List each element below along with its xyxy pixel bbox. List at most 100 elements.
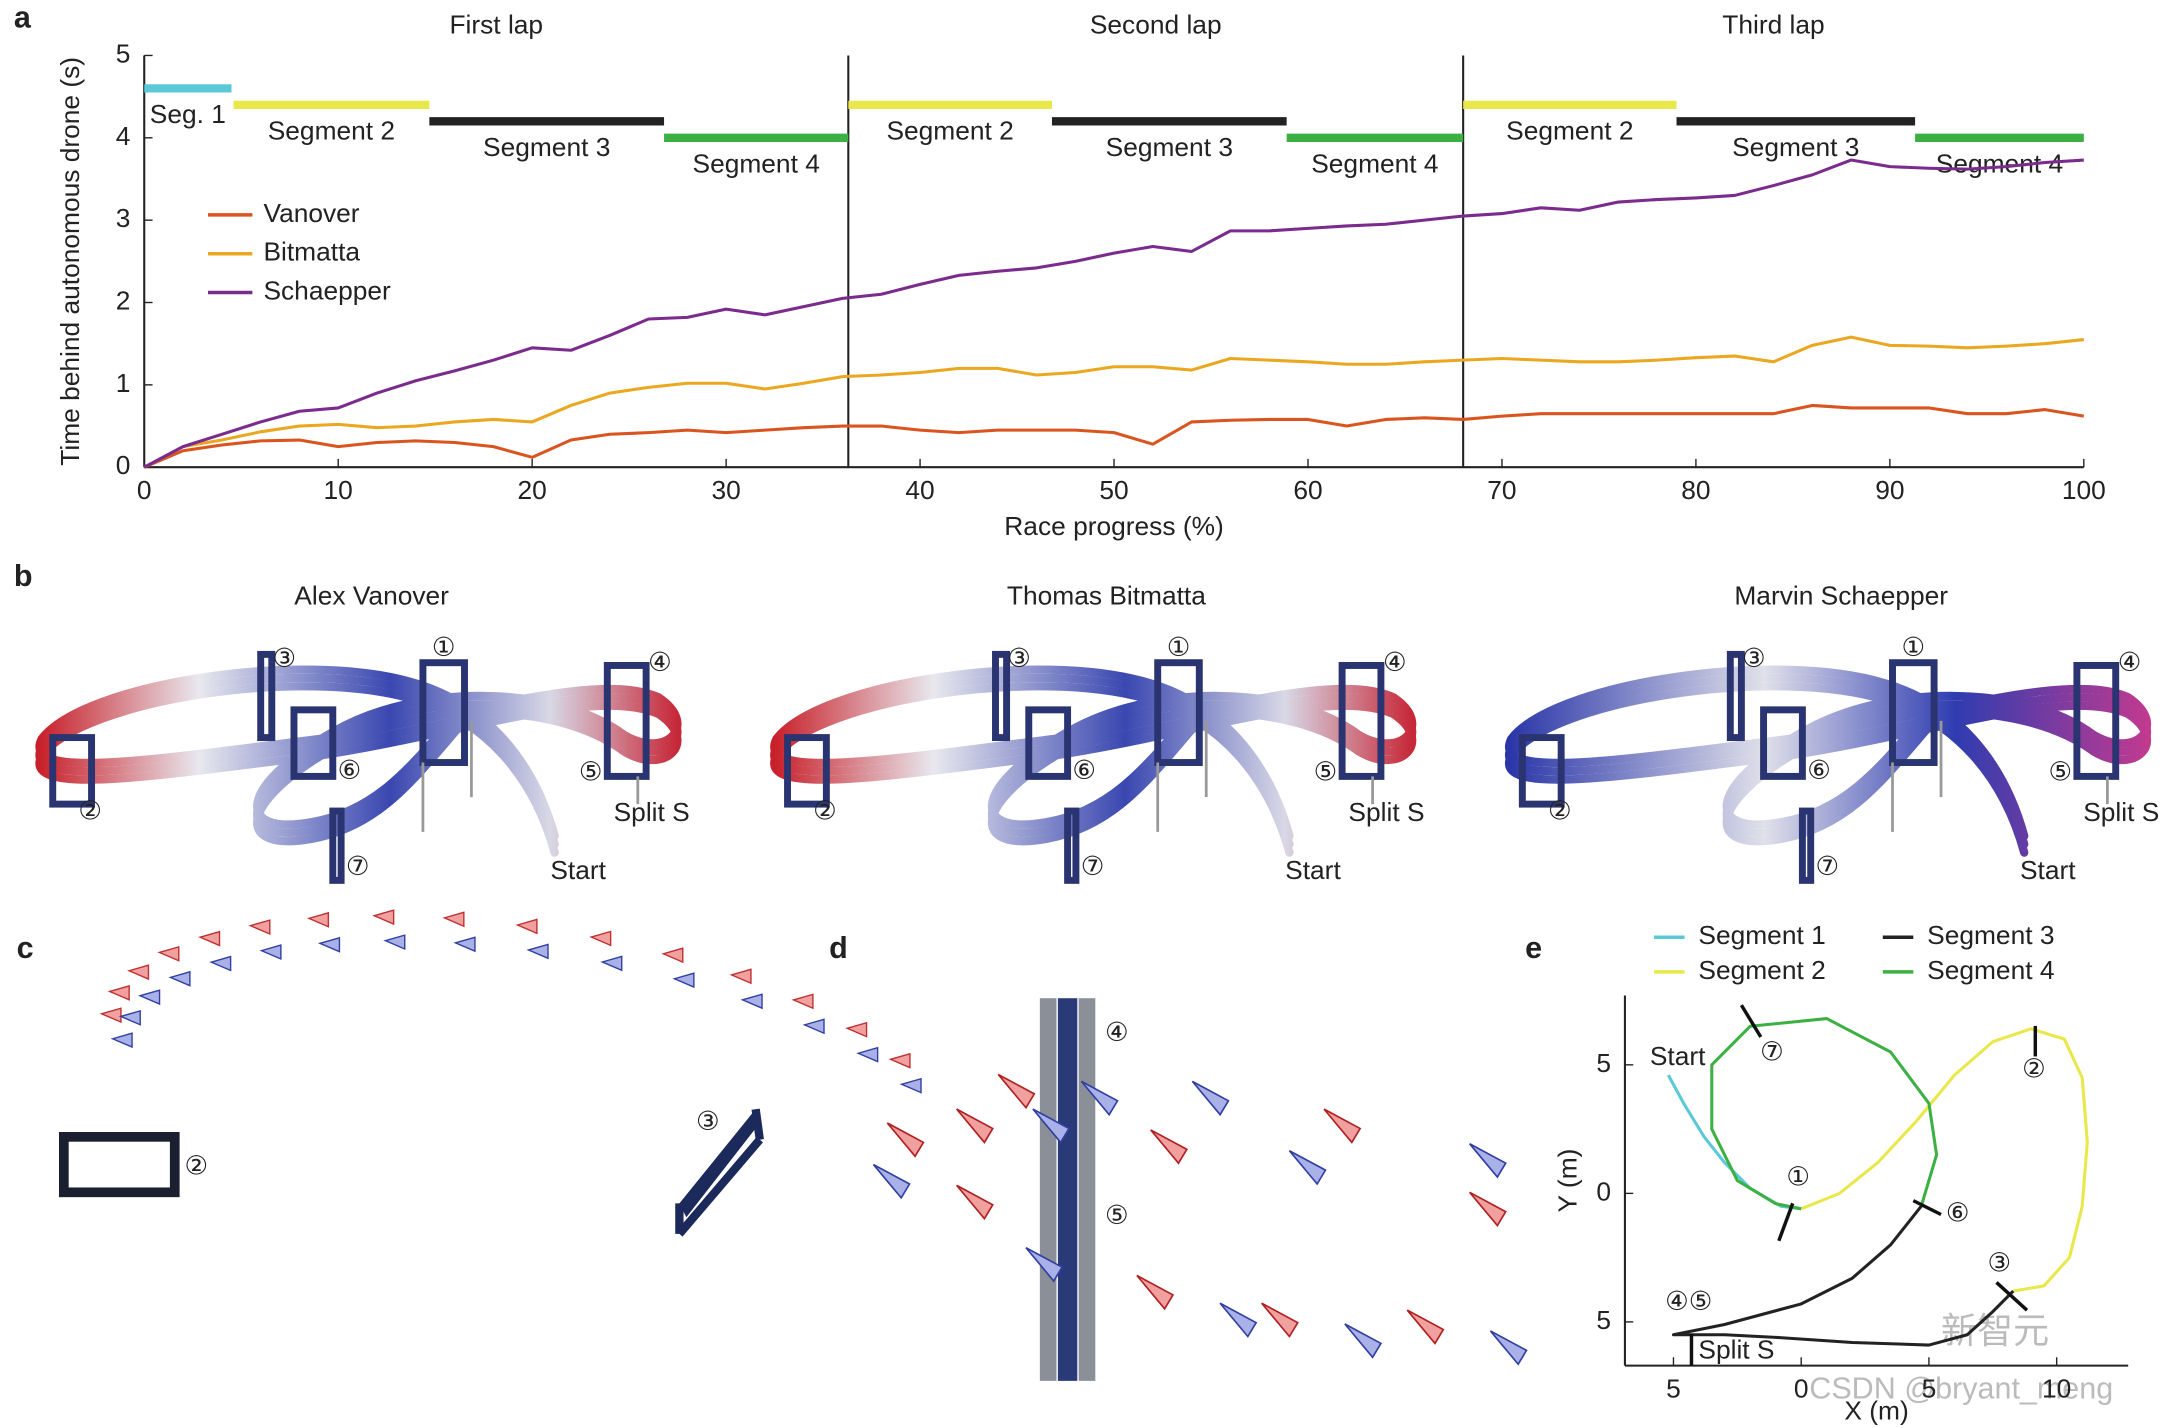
gate	[1057, 998, 1078, 1381]
drone-red	[1469, 1191, 1507, 1228]
gate	[1889, 659, 1938, 766]
drone-blue	[856, 1046, 879, 1063]
view-label: ③	[272, 643, 296, 673]
x-tick-label: 80	[1681, 475, 1710, 505]
drone-blue	[872, 1163, 911, 1200]
view-label: ④	[1383, 647, 1407, 677]
segment-label: Segment 3	[483, 132, 610, 162]
x-axis-label: Race progress (%)	[1004, 511, 1223, 541]
annotation: ①	[1786, 1161, 1810, 1191]
y-tick-label: 5	[1596, 1305, 1611, 1335]
x-tick-label: 10	[2042, 1374, 2071, 1404]
annotation: ②	[2022, 1053, 2046, 1083]
segment-label: Segment 4	[693, 148, 820, 178]
drone-red	[1406, 1309, 1445, 1345]
y-tick-label: 5	[1596, 1048, 1611, 1078]
gate-marker	[1739, 1004, 1763, 1038]
y-tick-label: 0	[116, 450, 131, 480]
view-title: Thomas Bitmatta	[1007, 580, 1206, 610]
drone-red	[997, 1073, 1036, 1110]
trajectory-tube	[35, 682, 682, 857]
drone-blue	[317, 936, 341, 953]
drone-blue	[1469, 1143, 1507, 1179]
trajectory-tube	[770, 682, 1417, 857]
y-tick-label: 3	[116, 203, 131, 233]
drone-red	[956, 1184, 994, 1221]
gate-label: ⑤	[1105, 1200, 1129, 1230]
drone-red	[589, 930, 612, 947]
view-label: Start	[1285, 855, 1341, 885]
gate	[1338, 662, 1385, 780]
series-line	[1667, 1074, 1802, 1211]
x-tick-label: 5	[1666, 1374, 1681, 1404]
lap-label: Second lap	[1090, 9, 1222, 39]
segment-label: Segment 3	[1106, 132, 1233, 162]
drone-red	[888, 1052, 911, 1069]
gate	[49, 734, 96, 808]
view-label: ②	[78, 795, 102, 825]
panel-letter: d	[829, 931, 848, 965]
gate	[1760, 706, 1806, 780]
view-label: Split S	[614, 797, 690, 827]
segment-label: Segment 2	[268, 116, 395, 146]
gate	[329, 807, 345, 884]
gate	[290, 706, 337, 780]
legend-label: Segment 4	[1927, 955, 2054, 985]
view-label: ⑤	[1314, 757, 1338, 787]
x-tick-label: 5	[1922, 1374, 1937, 1404]
view-label: ②	[813, 795, 837, 825]
view-label: ④	[648, 647, 672, 677]
gate	[1726, 650, 1745, 742]
view-label: ②	[1548, 795, 1572, 825]
series-line	[143, 158, 2084, 469]
drone-blue	[1032, 1108, 1071, 1144]
drone-blue	[138, 989, 161, 1006]
legend-label: Segment 3	[1927, 920, 2054, 950]
legend-label: Segment 2	[1698, 955, 1825, 985]
view-label: ⑥	[338, 755, 362, 785]
drone-blue	[209, 955, 232, 972]
trajectory-view: Thomas Bitmatta ③ ① ④ ② ⑥ ⑤ Split S ⑦ Start	[770, 580, 1425, 885]
view-label: ③	[1742, 643, 1766, 673]
gate-label: ④	[1105, 1017, 1129, 1047]
gate	[679, 1109, 760, 1218]
drone-blue	[110, 1032, 133, 1049]
x-tick-label: 40	[905, 475, 934, 505]
x-tick-label: 20	[518, 475, 547, 505]
drone-red	[1261, 1302, 1299, 1338]
panel-c: ② ③	[58, 909, 922, 1237]
panel-letter: c	[17, 931, 34, 965]
gate	[1154, 659, 1203, 766]
gate	[992, 650, 1011, 742]
view-label: Split S	[1348, 797, 1424, 827]
segment-label: Seg. 1	[150, 99, 226, 129]
drone-red	[661, 947, 684, 964]
drone-blue	[1489, 1330, 1528, 1366]
drone-red	[306, 911, 330, 928]
lap-label: First lap	[449, 9, 543, 39]
series-line	[143, 403, 2085, 469]
annotation: ⑦	[1760, 1037, 1784, 1067]
drone-red	[729, 968, 752, 985]
view-label: ⑦	[1816, 851, 1840, 881]
drone-blue	[740, 993, 763, 1010]
legend-label: Bitmatta	[263, 237, 360, 267]
drone-red	[107, 984, 130, 1001]
annotation: ③	[1987, 1247, 2011, 1277]
drone-blue	[1288, 1149, 1327, 1186]
y-axis-label: Y (m)	[1552, 1149, 1582, 1213]
x-tick-label: 30	[711, 475, 740, 505]
view-label: ①	[432, 632, 456, 662]
gate-marker	[1995, 1281, 2029, 1312]
legend-label: Schaepper	[263, 275, 391, 305]
drone-red	[515, 918, 538, 935]
gate	[603, 662, 650, 780]
x-tick-label: 0	[137, 475, 152, 505]
x-tick-label: 100	[2062, 475, 2106, 505]
view-label: Start	[2020, 855, 2076, 885]
gate	[2073, 662, 2120, 780]
gate	[1798, 807, 1815, 884]
series-line	[1671, 1205, 2015, 1347]
view-label: Split S	[2083, 797, 2159, 827]
